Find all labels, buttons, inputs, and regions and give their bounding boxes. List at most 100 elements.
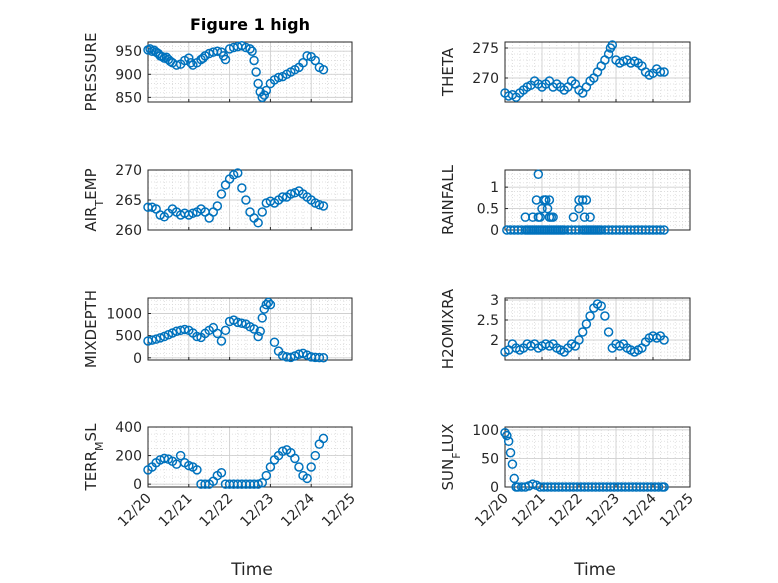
data-point xyxy=(603,327,614,337)
data-point xyxy=(655,225,666,235)
data-point xyxy=(603,49,614,59)
data-point xyxy=(257,92,267,103)
data-point xyxy=(502,430,512,441)
y-tick-label: 1 xyxy=(490,180,499,196)
data-point xyxy=(224,44,235,54)
data-point xyxy=(261,299,272,310)
data-point xyxy=(212,201,223,211)
data-point xyxy=(257,313,267,323)
data-point xyxy=(175,450,186,461)
data-point xyxy=(314,200,325,210)
y-tick-label: 0 xyxy=(490,480,499,496)
data-point xyxy=(263,297,274,308)
data-point xyxy=(186,58,196,68)
data-point xyxy=(585,311,595,321)
y-tick-label: 275 xyxy=(472,41,499,57)
data-point xyxy=(302,473,312,484)
y-tick-label: 50 xyxy=(481,451,499,467)
data-point xyxy=(655,67,666,77)
data-point xyxy=(259,90,270,100)
y-tick-label: 270 xyxy=(472,71,499,87)
data-point xyxy=(302,51,312,61)
data-point xyxy=(659,225,669,235)
data-point xyxy=(505,447,516,458)
data-point xyxy=(533,169,544,180)
data-point xyxy=(251,67,261,77)
y-tick-label: 400 xyxy=(115,420,142,436)
y-tick-label: 3 xyxy=(490,293,499,309)
y-tick-label: 0 xyxy=(133,477,142,493)
data-point xyxy=(198,53,208,63)
x-axis-label-left: Time xyxy=(230,560,273,580)
y-tick-label: 260 xyxy=(115,223,142,239)
data-point xyxy=(298,58,308,68)
data-point xyxy=(261,85,272,96)
data-point xyxy=(265,299,276,310)
y-axis-label: RAINFALL xyxy=(439,164,457,235)
y-tick-label: 265 xyxy=(115,193,142,209)
subplot-5: 0 500 1000 MIXDEPTH xyxy=(82,290,353,368)
data-point xyxy=(568,212,579,222)
data-point xyxy=(581,319,592,329)
y-axis-label: MIXDEPTH xyxy=(82,290,100,368)
data-point xyxy=(184,460,194,471)
data-point xyxy=(535,212,545,222)
y-tick-label: 0 xyxy=(133,351,142,367)
subplot-2: 270 275 THETA xyxy=(439,40,691,103)
data-point xyxy=(151,334,161,344)
subplot-3: 260 265 270 AIRTEMP xyxy=(82,163,353,239)
data-point xyxy=(537,203,547,214)
data-point xyxy=(192,465,202,475)
subplot-6: 2 2.5 3 H2OMIXRA xyxy=(439,288,691,369)
axes-frame xyxy=(504,41,691,103)
figure-title: Figure 1 high xyxy=(190,15,310,34)
data-point xyxy=(286,352,296,363)
data-point xyxy=(237,183,247,193)
axes-frame xyxy=(147,426,353,488)
data-point xyxy=(318,433,329,444)
data-point xyxy=(574,335,584,345)
data-point xyxy=(277,192,288,202)
y-tick-label: 500 xyxy=(115,329,142,345)
data-point xyxy=(192,331,202,342)
data-point xyxy=(179,324,190,335)
axes-frame xyxy=(504,426,691,488)
y-tick-label: 900 xyxy=(115,67,142,83)
data-point xyxy=(212,46,223,56)
data-point xyxy=(659,67,669,77)
y-tick-label: 850 xyxy=(115,90,142,106)
data-point xyxy=(188,208,198,218)
y-tick-label: 1000 xyxy=(106,307,142,323)
y-tick-label: 2 xyxy=(490,333,499,349)
data-point xyxy=(653,482,664,492)
data-point xyxy=(245,44,255,54)
data-point xyxy=(247,46,257,56)
data-point xyxy=(310,450,321,461)
y-axis-label: AIRTEMP xyxy=(82,168,106,231)
data-point xyxy=(253,78,263,89)
y-axis-label: SUNFLUX xyxy=(439,424,463,491)
y-axis-label: THETA xyxy=(439,47,457,97)
data-point xyxy=(540,195,551,205)
data-point xyxy=(318,201,329,211)
y-axis-label: TERRMSL xyxy=(82,423,106,492)
data-point xyxy=(255,326,265,336)
data-point xyxy=(273,72,284,83)
data-point xyxy=(171,60,182,70)
data-point xyxy=(306,462,316,472)
data-point xyxy=(257,477,267,488)
data-point xyxy=(507,459,518,469)
y-axis-label: H2OMIXRA xyxy=(439,288,457,369)
data-point xyxy=(216,336,227,346)
data-point xyxy=(318,64,329,75)
data-point xyxy=(542,203,553,214)
data-point xyxy=(253,218,263,228)
data-point xyxy=(318,353,329,363)
data-point xyxy=(216,189,227,199)
y-tick-label: 950 xyxy=(115,44,142,60)
data-point xyxy=(241,195,251,205)
data-point xyxy=(249,324,259,334)
y-axis-label: PRESSURE xyxy=(82,33,100,112)
